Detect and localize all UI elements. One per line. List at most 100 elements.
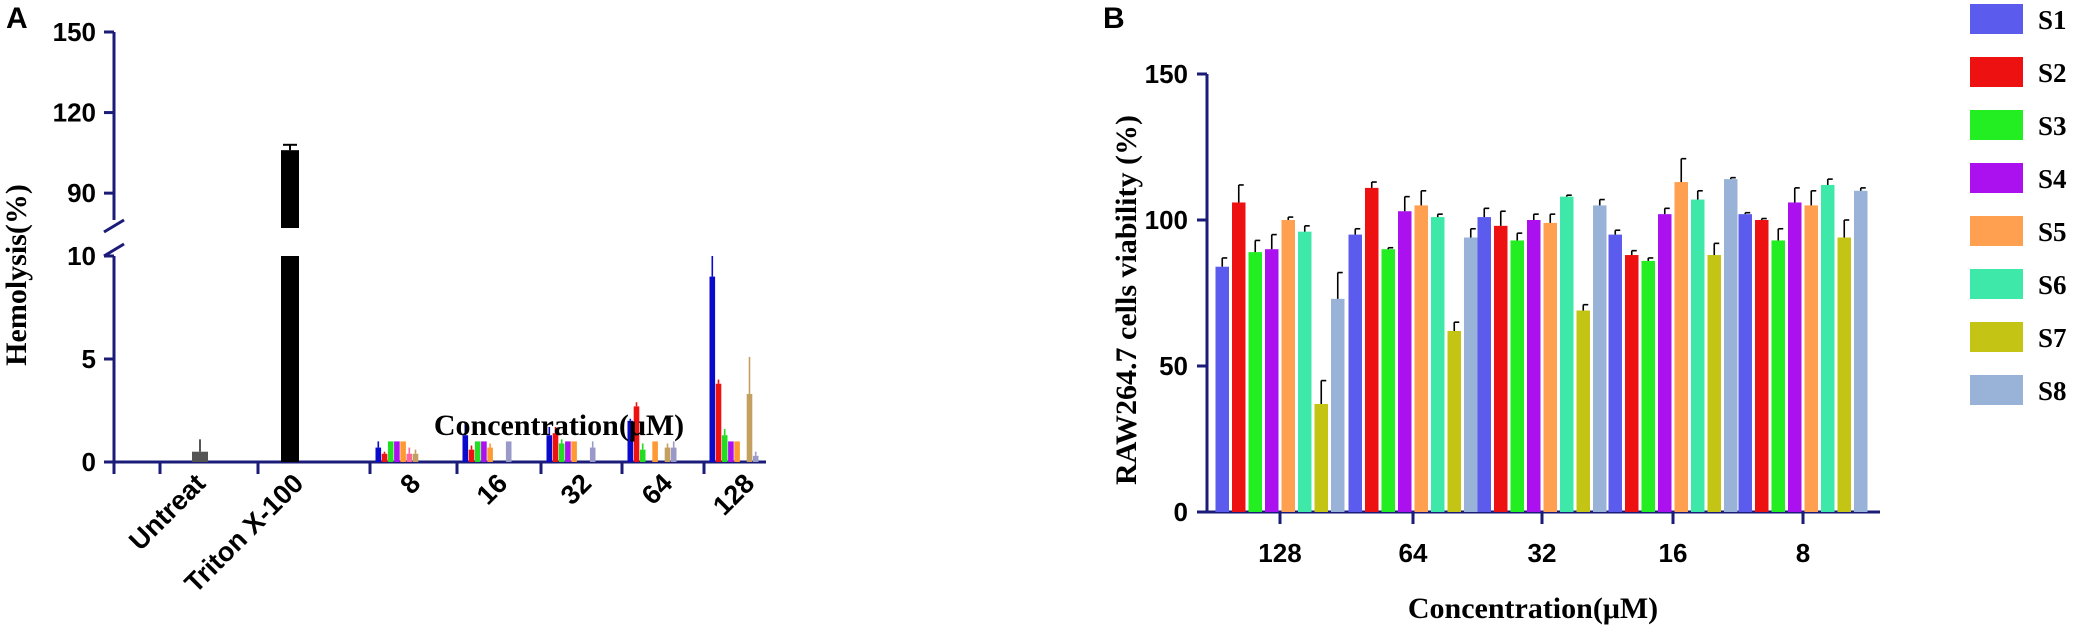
panel-b-y-axis-title: RAW264.7 cells viability (%) — [1110, 115, 1143, 485]
panel-b-bar — [1265, 249, 1279, 512]
panel-b-bar — [1576, 310, 1590, 512]
panel-b-y-tick-label: 150 — [1145, 59, 1188, 89]
panel-a-bar — [709, 276, 716, 462]
panel-a-y-tick-label: 0 — [82, 447, 96, 477]
panel-a-bar — [387, 441, 394, 462]
panel-a-bar — [487, 447, 493, 462]
panel-a-bar — [552, 433, 559, 462]
panel-b-bar — [1527, 220, 1541, 512]
panel-b-bar — [1381, 249, 1395, 512]
panel-a-bar — [546, 435, 553, 462]
panel-b-bar — [1365, 187, 1379, 512]
panel-b-bar — [1543, 222, 1557, 513]
panel-b-bar — [1298, 231, 1312, 512]
panel-a-bar — [633, 406, 640, 462]
panel-b-x-category-label: 8 — [1796, 538, 1810, 568]
legend-swatch — [1970, 322, 2023, 352]
panel-a-x-category-label: 8 — [394, 468, 426, 500]
panel-a-x-axis-title-visible: Concentration(μM) — [434, 409, 684, 442]
panel-b-bar — [1691, 199, 1705, 512]
panel-b-bar — [1431, 217, 1445, 512]
panel-a-bar-untreat — [192, 451, 208, 462]
panel-b-bar — [1248, 252, 1262, 512]
legend-swatch — [1970, 163, 2023, 193]
panel-a-x-category-label: 64 — [636, 468, 678, 510]
panel-b-bar — [1738, 214, 1752, 512]
panel-b-bar — [1788, 202, 1802, 513]
legend-label: S3 — [2038, 111, 2067, 141]
legend-label: S6 — [2038, 270, 2067, 300]
panel-a-y-tick-label: 90 — [67, 178, 96, 208]
panel-b-bar — [1447, 330, 1461, 512]
panel-b-bar — [1755, 220, 1769, 512]
panel-b-bar — [1510, 240, 1524, 512]
panel-a-bars — [192, 143, 759, 462]
panel-a-bar — [468, 449, 475, 462]
panel-a-bar — [381, 453, 388, 462]
panel-b-y-tick-label: 50 — [1159, 351, 1188, 381]
legend-swatch — [1970, 269, 2023, 299]
panel-b-bar — [1314, 403, 1328, 512]
panel-b-y-tick-label: 100 — [1145, 205, 1188, 235]
panel-b-bar — [1724, 179, 1738, 512]
panel-b-bar — [1477, 217, 1491, 512]
panel-b-bar — [1215, 266, 1229, 512]
panel-b-bar — [1593, 205, 1607, 512]
panel-b-bar — [1494, 225, 1508, 512]
panel-b-legend: S1 S2 S3 S4 S5 S6 S7 S8 — [1970, 4, 2067, 406]
legend-label: S2 — [2038, 58, 2067, 88]
panel-b-bar — [1821, 184, 1835, 512]
panel-b-bar — [1232, 202, 1246, 513]
panel-a-bar — [375, 447, 382, 462]
panel-b-bar — [1674, 182, 1688, 513]
panel-a-bar — [652, 441, 658, 462]
panel-a-bar — [481, 441, 487, 462]
panel-b-bar — [1641, 260, 1655, 512]
panel-b-bar — [1560, 196, 1574, 512]
panel-a-bar — [412, 453, 419, 462]
panel-a-x-category-label: Untreat — [123, 468, 211, 556]
panel-b-bar — [1854, 190, 1868, 513]
panel-a-bar — [670, 447, 677, 462]
panel-a-bar — [589, 447, 596, 462]
panel-a-bar — [734, 441, 740, 462]
panel-b-bar — [1348, 234, 1362, 512]
panel-a-y-tick-label: 120 — [53, 98, 96, 128]
panel-b-letter: B — [1103, 2, 1125, 35]
panel-a-bar — [462, 435, 469, 462]
legend-swatch — [1970, 4, 2023, 34]
panel-b-bar — [1414, 205, 1428, 512]
panel-a-bar — [728, 441, 734, 462]
panel-b-y-tick-label: 0 — [1174, 497, 1188, 527]
panel-a-bar — [664, 447, 671, 462]
panel-a-x-category-label: 128 — [707, 468, 760, 521]
panel-b-x-category-label: 64 — [1399, 538, 1428, 568]
panel-a-bar-triton-upper — [281, 150, 299, 228]
panel-a-bar — [406, 453, 413, 462]
legend-label: S4 — [2038, 164, 2067, 194]
panel-b-ticks: 0 50 100 150 128 64 32 16 8 — [1145, 59, 1811, 568]
panel-a-x-category-label: 16 — [471, 468, 513, 510]
panel-a-bar — [394, 441, 400, 462]
panel-b-bar — [1658, 214, 1672, 512]
panel-b-viability-chart: B 0 50 100 150 128 64 32 16 8 RAW264.7 cells via… — [1103, 2, 2067, 625]
panel-b-bar — [1707, 255, 1721, 513]
panel-b-bar — [1398, 211, 1412, 513]
panel-a-y-tick-label: 10 — [67, 241, 96, 271]
legend-label: S1 — [2038, 5, 2067, 35]
legend-swatch — [1970, 110, 2023, 140]
panel-b-bar — [1837, 237, 1851, 512]
panel-a-y-axis-title: Hemolysis(%) — [0, 184, 33, 366]
panel-a-bar — [752, 455, 759, 462]
panel-a-axis-break-mark-upper — [103, 218, 125, 234]
panel-a-bar — [505, 441, 512, 462]
panel-b-bar — [1281, 220, 1295, 512]
legend-label: S5 — [2038, 217, 2067, 247]
panel-a-bar — [715, 383, 722, 462]
panel-a-bar-triton-lower — [281, 256, 299, 462]
panel-b-x-axis-title: Concentration(μM) — [1408, 592, 1658, 625]
